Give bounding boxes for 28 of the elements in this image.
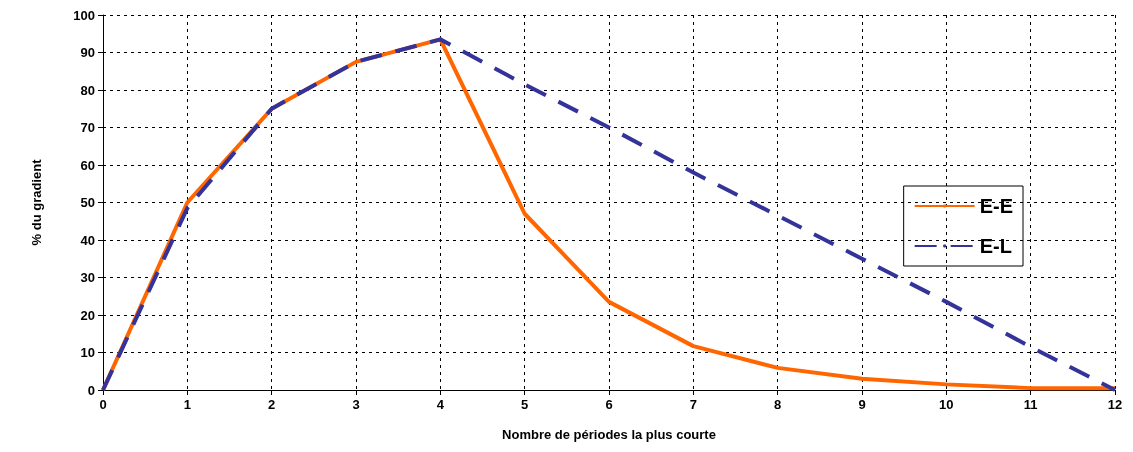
- x-tick-label: 6: [605, 397, 613, 412]
- y-tick-label: 80: [80, 82, 95, 98]
- x-tick-label: 11: [1023, 397, 1038, 412]
- y-tick-label: 50: [80, 195, 95, 210]
- x-axis-title: Nombre de périodes la plus courte: [502, 427, 716, 442]
- y-tick-label: 20: [80, 307, 95, 323]
- x-tick-label: 3: [352, 397, 360, 412]
- y-tick-label: 30: [80, 270, 95, 285]
- y-tick-label: 90: [80, 45, 95, 60]
- y-tick-label: 10: [80, 345, 95, 360]
- y-tick-label: 0: [87, 382, 95, 398]
- legend-label: E-L: [979, 235, 1012, 257]
- x-tick-label: 10: [939, 397, 954, 412]
- x-tick-label: 8: [774, 397, 782, 412]
- x-tick-label: 4: [436, 397, 445, 412]
- y-tick-label: 40: [80, 232, 95, 248]
- y-tick-label: 60: [80, 157, 95, 173]
- x-tick-label: 5: [521, 397, 529, 412]
- x-tick-label: 0: [99, 397, 107, 412]
- x-tick-label: 9: [858, 397, 866, 412]
- x-tick-label: 7: [689, 397, 697, 412]
- x-tick-label: 1: [183, 397, 191, 412]
- y-tick-label: 100: [73, 7, 95, 23]
- y-tick-label: 70: [80, 120, 95, 135]
- y-axis-title: % du gradient: [29, 158, 44, 246]
- x-tick-label: 12: [1107, 397, 1123, 412]
- legend-label: E-E: [979, 195, 1013, 217]
- x-tick-label: 2: [268, 397, 276, 412]
